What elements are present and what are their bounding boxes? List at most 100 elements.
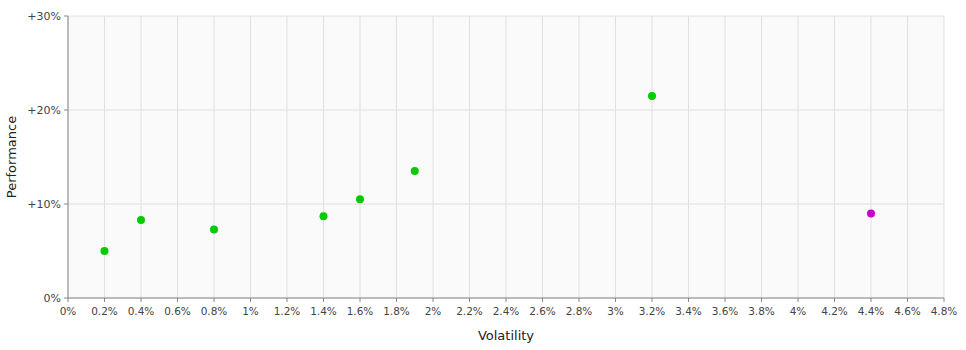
- x-grid-line: [615, 16, 616, 298]
- x-tick: [907, 298, 908, 302]
- x-tick: [250, 298, 251, 302]
- plot-area: [68, 16, 944, 298]
- y-grid-line: [68, 16, 944, 17]
- x-tick: [542, 298, 543, 302]
- x-tick-label: 3.4%: [675, 305, 702, 317]
- scatter-point: [101, 247, 109, 255]
- y-axis-label: Performance: [4, 116, 19, 198]
- x-grid-line: [104, 16, 105, 298]
- x-tick: [104, 298, 105, 302]
- x-tick-label: 3%: [607, 305, 624, 317]
- y-grid-line: [68, 204, 944, 205]
- x-grid-line: [798, 16, 799, 298]
- x-tick: [579, 298, 580, 302]
- x-tick: [506, 298, 507, 302]
- y-grid-line: [68, 110, 944, 111]
- x-grid-line: [433, 16, 434, 298]
- x-grid-line: [141, 16, 142, 298]
- x-grid-line: [360, 16, 361, 298]
- y-tick-label: +30%: [27, 10, 61, 23]
- x-tick: [761, 298, 762, 302]
- x-grid-line: [177, 16, 178, 298]
- x-grid-line: [761, 16, 762, 298]
- x-tick: [798, 298, 799, 302]
- x-grid-line: [287, 16, 288, 298]
- x-tick-label: 3.6%: [712, 305, 739, 317]
- x-tick: [214, 298, 215, 302]
- y-tick-label: 0%: [44, 292, 61, 305]
- scatter-point: [137, 216, 145, 224]
- y-tick-label: +20%: [27, 104, 61, 117]
- x-grid-line: [250, 16, 251, 298]
- x-tick: [396, 298, 397, 302]
- x-tick: [652, 298, 653, 302]
- x-tick: [68, 298, 69, 302]
- x-tick: [834, 298, 835, 302]
- x-tick: [360, 298, 361, 302]
- x-tick: [688, 298, 689, 302]
- scatter-point: [648, 92, 656, 100]
- x-tick-label: 4%: [790, 305, 807, 317]
- x-tick-label: 1.6%: [347, 305, 374, 317]
- x-grid-line: [725, 16, 726, 298]
- x-tick-label: 1.8%: [383, 305, 410, 317]
- x-tick-label: 4.2%: [821, 305, 848, 317]
- y-grid-line: [68, 298, 944, 299]
- x-tick-label: 3.8%: [748, 305, 775, 317]
- x-axis-line: [68, 298, 944, 299]
- x-grid-line: [68, 16, 69, 298]
- x-tick: [141, 298, 142, 302]
- x-grid-line: [323, 16, 324, 298]
- x-grid-line: [214, 16, 215, 298]
- x-tick-label: 2%: [425, 305, 442, 317]
- x-grid-line: [688, 16, 689, 298]
- x-tick-label: 1%: [242, 305, 259, 317]
- grid: [68, 16, 944, 298]
- x-tick: [287, 298, 288, 302]
- x-tick-label: 4.6%: [894, 305, 921, 317]
- y-axis-line: [68, 16, 69, 298]
- x-tick-label: 1.2%: [274, 305, 301, 317]
- x-tick-label: 4.8%: [931, 305, 958, 317]
- x-tick-label: 2.2%: [456, 305, 483, 317]
- x-tick-label: 0.4%: [128, 305, 155, 317]
- x-tick-label: 0%: [60, 305, 77, 317]
- x-grid-line: [506, 16, 507, 298]
- x-grid-line: [542, 16, 543, 298]
- x-tick: [433, 298, 434, 302]
- x-tick-label: 3.2%: [639, 305, 666, 317]
- x-grid-line: [652, 16, 653, 298]
- x-tick: [871, 298, 872, 302]
- x-grid-line: [469, 16, 470, 298]
- x-axis-label: Volatility: [478, 328, 534, 343]
- x-grid-line: [579, 16, 580, 298]
- scatter-point: [210, 225, 218, 233]
- scatter-point: [411, 167, 419, 175]
- y-tick-label: +10%: [27, 198, 61, 211]
- points: [101, 92, 876, 255]
- x-grid-line: [834, 16, 835, 298]
- x-tick-label: 2.4%: [493, 305, 520, 317]
- x-tick-label: 2.6%: [529, 305, 556, 317]
- x-tick-label: 1.4%: [310, 305, 337, 317]
- y-tick: [64, 110, 68, 111]
- x-grid-line: [871, 16, 872, 298]
- axes: 0%0.2%0.4%0.6%0.8%1%1.2%1.4%1.6%1.8%2%2.…: [27, 10, 957, 317]
- chart: 0%0.2%0.4%0.6%0.8%1%1.2%1.4%1.6%1.8%2%2.…: [0, 0, 966, 350]
- x-grid-line: [396, 16, 397, 298]
- x-grid-line: [907, 16, 908, 298]
- x-tick-label: 2.8%: [566, 305, 593, 317]
- x-tick: [469, 298, 470, 302]
- x-tick: [944, 298, 945, 302]
- x-grid-line: [944, 16, 945, 298]
- scatter-point: [320, 212, 328, 220]
- scatter-point: [867, 209, 875, 217]
- x-tick: [615, 298, 616, 302]
- x-tick-label: 0.6%: [164, 305, 191, 317]
- y-tick: [64, 298, 68, 299]
- y-tick: [64, 204, 68, 205]
- scatter-point: [356, 195, 364, 203]
- x-tick-label: 4.4%: [858, 305, 885, 317]
- x-tick: [725, 298, 726, 302]
- x-tick: [323, 298, 324, 302]
